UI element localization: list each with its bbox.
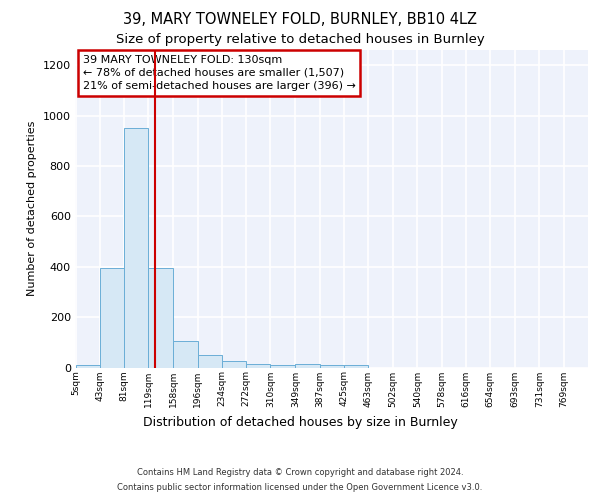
Bar [271, 366, 295, 368]
Text: Contains public sector information licensed under the Open Government Licence v3: Contains public sector information licen… [118, 483, 482, 492]
Text: 39, MARY TOWNELEY FOLD, BURNLEY, BB10 4LZ: 39, MARY TOWNELEY FOLD, BURNLEY, BB10 4L… [123, 12, 477, 28]
Bar [320, 365, 344, 368]
Bar [344, 365, 368, 368]
Y-axis label: Number of detached properties: Number of detached properties [27, 121, 37, 296]
Bar [124, 128, 148, 368]
Text: Size of property relative to detached houses in Burnley: Size of property relative to detached ho… [116, 32, 484, 46]
Bar [148, 268, 173, 368]
Bar [197, 355, 222, 368]
Text: Contains HM Land Registry data © Crown copyright and database right 2024.: Contains HM Land Registry data © Crown c… [137, 468, 463, 477]
Bar [76, 365, 100, 368]
Bar [100, 268, 124, 368]
Text: Distribution of detached houses by size in Burnley: Distribution of detached houses by size … [143, 416, 457, 429]
Bar [222, 361, 246, 368]
Bar [173, 341, 197, 367]
Text: 39 MARY TOWNELEY FOLD: 130sqm
← 78% of detached houses are smaller (1,507)
21% o: 39 MARY TOWNELEY FOLD: 130sqm ← 78% of d… [83, 55, 356, 91]
Bar [246, 364, 271, 368]
Bar [295, 364, 320, 368]
